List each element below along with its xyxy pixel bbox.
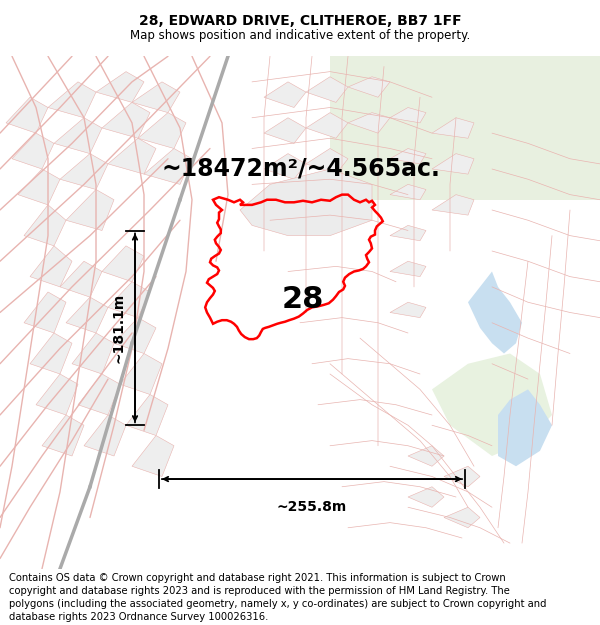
Polygon shape (390, 226, 426, 241)
Polygon shape (348, 77, 390, 98)
Polygon shape (12, 133, 54, 169)
Text: ~181.1m: ~181.1m (111, 292, 125, 363)
Polygon shape (66, 297, 108, 333)
Polygon shape (30, 333, 72, 374)
Polygon shape (390, 107, 426, 123)
Polygon shape (84, 415, 126, 456)
Text: Contains OS data © Crown copyright and database right 2021. This information is : Contains OS data © Crown copyright and d… (9, 572, 547, 622)
Polygon shape (432, 154, 474, 174)
Polygon shape (390, 302, 426, 318)
Polygon shape (264, 82, 306, 107)
Polygon shape (432, 194, 474, 215)
Polygon shape (144, 149, 192, 184)
Polygon shape (408, 487, 444, 508)
Text: 28, EDWARD DRIVE, CLITHEROE, BB7 1FF: 28, EDWARD DRIVE, CLITHEROE, BB7 1FF (139, 14, 461, 28)
Polygon shape (126, 394, 168, 436)
Polygon shape (390, 261, 426, 277)
Polygon shape (306, 77, 348, 102)
Polygon shape (390, 184, 426, 200)
Polygon shape (102, 246, 144, 282)
Polygon shape (66, 189, 114, 231)
Polygon shape (72, 333, 114, 374)
Polygon shape (390, 149, 426, 164)
Polygon shape (240, 169, 372, 236)
Polygon shape (432, 118, 474, 138)
Polygon shape (432, 354, 552, 456)
Text: Map shows position and indicative extent of the property.: Map shows position and indicative extent… (130, 29, 470, 41)
Polygon shape (108, 282, 150, 318)
Polygon shape (18, 169, 60, 205)
Polygon shape (444, 508, 480, 528)
Polygon shape (54, 118, 102, 154)
Polygon shape (6, 98, 48, 133)
Bar (330, 56, 600, 200)
Polygon shape (132, 436, 174, 476)
Polygon shape (102, 102, 150, 138)
Polygon shape (264, 118, 306, 143)
Polygon shape (48, 82, 96, 118)
Polygon shape (306, 112, 348, 138)
Polygon shape (120, 354, 162, 394)
Text: 28: 28 (282, 285, 324, 314)
Polygon shape (60, 261, 102, 297)
Polygon shape (96, 72, 144, 102)
Polygon shape (306, 149, 348, 174)
Polygon shape (108, 138, 156, 174)
Text: ~255.8m: ~255.8m (277, 500, 347, 514)
Polygon shape (78, 374, 120, 415)
Polygon shape (468, 271, 522, 354)
Polygon shape (30, 246, 72, 287)
Polygon shape (444, 466, 480, 487)
Polygon shape (114, 318, 156, 354)
Polygon shape (36, 374, 78, 415)
Polygon shape (42, 415, 84, 456)
Polygon shape (132, 82, 180, 112)
Polygon shape (24, 205, 66, 246)
Text: ~18472m²/~4.565ac.: ~18472m²/~4.565ac. (162, 157, 441, 181)
Polygon shape (60, 154, 108, 189)
Polygon shape (24, 292, 66, 333)
Polygon shape (264, 154, 306, 179)
Polygon shape (348, 112, 390, 133)
Polygon shape (498, 389, 552, 466)
Polygon shape (408, 446, 444, 466)
Polygon shape (138, 112, 186, 149)
